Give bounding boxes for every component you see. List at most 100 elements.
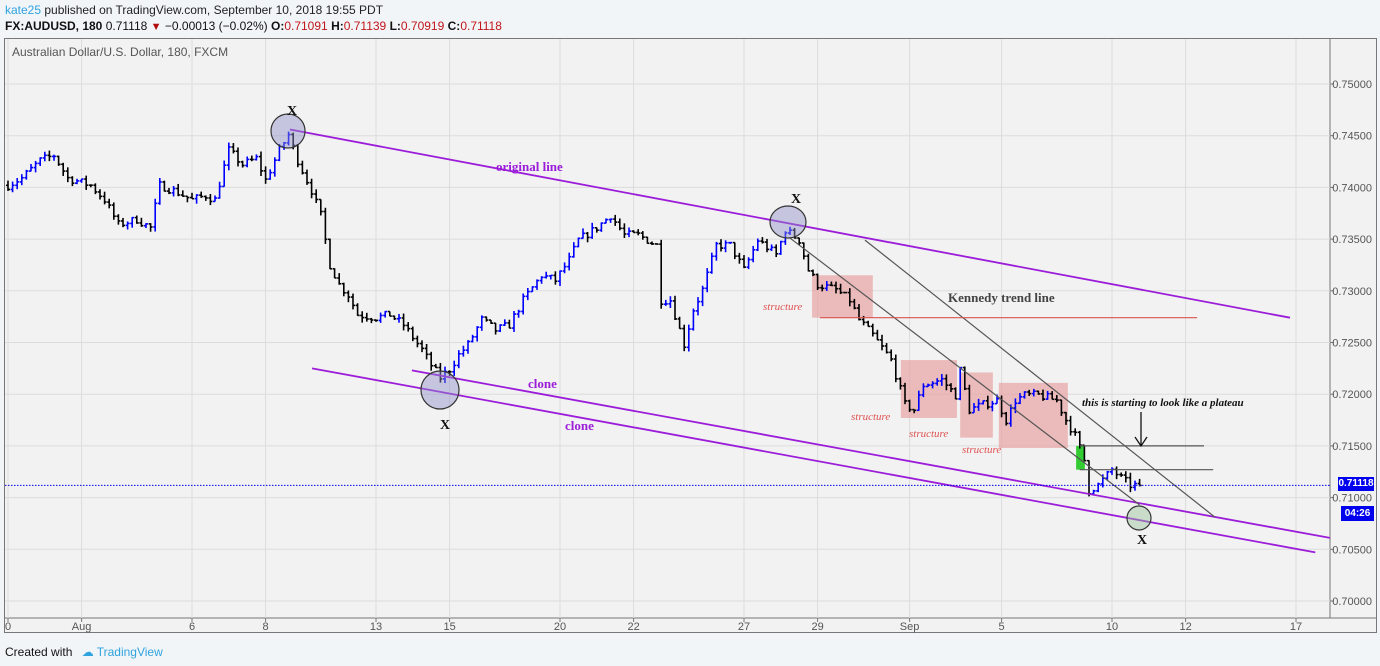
time-tick-label: 29 [811,621,823,633]
ohlc-bar [1133,480,1137,491]
pivot-circle [420,370,460,410]
structure-label: structure [763,301,803,313]
ohlc-bar [75,178,79,185]
ohlc-bar [47,150,52,162]
ohlc-bar [424,344,429,360]
ohlc-bar [972,403,976,414]
ohlc-bar [240,160,245,168]
structure-label: structure [909,428,949,440]
ohlc-bar [1128,472,1133,493]
ohlc-bar [369,317,374,324]
bar-countdown: 04:26 [1341,506,1374,521]
ohlc-bar [820,284,825,292]
ohlc-bar [507,319,512,329]
ohlc-bar [553,271,558,285]
down-triangle-icon: ▼ [150,21,162,33]
tradingview-link[interactable]: TradingView [96,645,163,659]
ohlc-bar [985,395,990,410]
ohlc-bar [1114,466,1119,480]
ohlc-bar [843,291,848,294]
ohlc-bar [1050,391,1055,401]
ohlc-bar [530,286,535,293]
ohlc-bar [1105,470,1110,480]
ohlc-bar [70,176,75,187]
kennedy-trend-line-inner [789,237,1140,506]
ohlc-bar [769,244,774,252]
chart-frame[interactable] [4,38,1377,633]
ohlc-bar [880,334,884,351]
ohlc-bar [521,293,526,315]
ohlc-bar [949,383,953,393]
ohlc-bar [884,343,889,354]
ohlc-bar [1004,411,1009,426]
ohlc-bar [484,316,489,322]
ohlc-bar [834,281,838,294]
ohlc-bar [778,240,783,255]
structure-label: structure [851,411,891,423]
ohlc-bar [346,290,351,303]
ohlc-bar [907,399,912,412]
ohlc-bar [415,335,420,348]
ohlc-bar [650,241,654,245]
ohlc-bar [438,362,443,383]
tradingview-logo-icon[interactable]: ☁ [81,645,94,659]
ohlc-bar [470,334,475,343]
time-tick-label: 5 [999,621,1005,633]
ohlc-bar [539,276,544,284]
symbol: FX:AUDUSD, 180 [5,19,103,33]
ohlc-bar [714,241,719,261]
kennedy-trend-line [864,239,1216,518]
ohlc-bar [98,189,102,200]
price-tick-label: 0.70500 [1332,544,1372,556]
price-tick-label: 0.75000 [1332,79,1372,91]
ohlc-bar [875,329,880,341]
ohlc-bar [732,241,737,260]
ohlc-bar [153,198,158,232]
ohlc-bar [815,273,820,290]
ohlc-bar [889,349,894,362]
ohlc-bar [682,324,687,352]
ohlc-bar [1022,391,1027,399]
ohlc-bar [42,151,47,162]
ohlc-bar [558,270,562,286]
ohlc-bar [351,293,355,310]
ohlc-bar [719,239,723,252]
time-tick-label: 10 [1106,621,1118,633]
ohlc-bar [194,194,199,204]
ohlc-bar [581,228,585,240]
author-link[interactable]: kate25 [5,3,42,17]
ohlc-bar [691,308,696,331]
ohlc-bar [10,181,15,193]
ohlc-bar [134,215,139,224]
ohlc-bar [231,143,236,154]
ohlc-bar [926,383,930,388]
publish-text: published on TradingView.com, September … [44,3,384,17]
ohlc-bar [631,230,636,234]
time-tick-label: Aug [72,621,92,633]
ohlc-bar [1123,471,1128,483]
ohlc-bar [636,229,641,236]
ohlc-bar [355,303,360,317]
ohlc-bar [1041,389,1045,401]
clone-label-2: clone [565,418,594,433]
ohlc-bar [139,217,144,227]
ohlc-bar [29,163,33,172]
ohlc-bar [585,231,590,243]
price-change: −0.00013 (−0.02%) [164,19,268,33]
ohlc-bar [222,160,227,188]
ohlc-bar [866,320,871,328]
ohlc-bar [663,299,668,306]
ohlc-bar [737,252,742,264]
ohlc-bar [645,236,650,245]
price-tick-label: 0.72000 [1332,389,1372,401]
original-line [289,128,1291,319]
structure-label: structure [962,444,1002,456]
ohlc-bar [852,298,857,310]
price-tick-label: 0.74500 [1332,131,1372,143]
ohlc-bar [341,282,346,297]
pivot-circle [1126,505,1152,531]
price-tick-label: 0.70000 [1332,596,1372,608]
clone-label-1: clone [528,376,557,391]
ohlc-bar [1082,444,1087,462]
